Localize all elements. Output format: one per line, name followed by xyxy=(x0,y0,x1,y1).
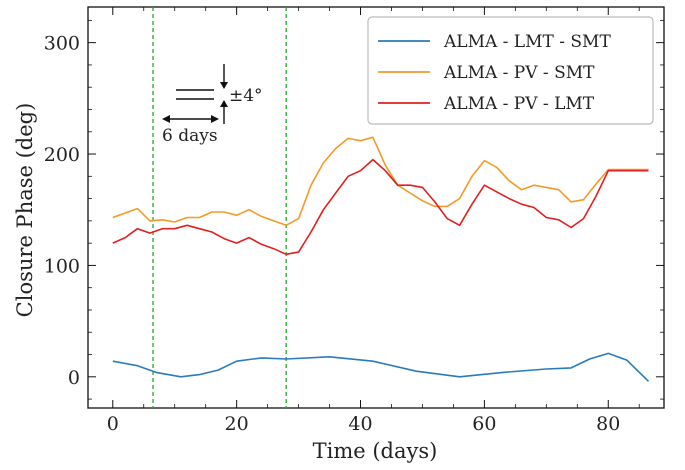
legend: ALMA - LMT - SMT ALMA - PV - SMT ALMA - … xyxy=(367,16,654,125)
scale-annotation: ±4° 6 days xyxy=(162,64,263,146)
x-tick-label-4: 80 xyxy=(596,413,620,435)
phase-scale-label: ±4° xyxy=(229,86,263,106)
series-line-0 xyxy=(112,352,650,382)
y-tick-label-3: 300 xyxy=(44,33,80,55)
series-layer xyxy=(112,136,650,382)
y-axis-label: Closure Phase (deg) xyxy=(13,103,37,318)
x-tick-label-3: 60 xyxy=(472,413,496,435)
plot-frame xyxy=(87,6,665,409)
legend-label-2: ALMA - PV - LMT xyxy=(443,94,595,114)
phase-arrowhead-down xyxy=(220,82,228,89)
x-tick-label-2: 40 xyxy=(348,413,372,435)
x-tick-label-0: 0 xyxy=(107,413,119,435)
x-axis-label: Time (days) xyxy=(313,439,438,463)
series-line-1 xyxy=(112,136,649,227)
time-arrowhead-left xyxy=(162,115,170,123)
plot-area xyxy=(87,6,665,409)
time-arrowhead-right xyxy=(211,115,219,123)
vertical-markers xyxy=(152,7,287,408)
x-tick-label-1: 20 xyxy=(225,413,249,435)
time-scale-label: 6 days xyxy=(162,126,218,146)
phase-arrowhead-up xyxy=(220,100,228,107)
series-line-2 xyxy=(112,158,649,256)
legend-label-0: ALMA - LMT - SMT xyxy=(443,32,611,52)
y-tick-label-1: 100 xyxy=(44,255,80,277)
legend-box xyxy=(367,16,654,125)
legend-label-1: ALMA - PV - SMT xyxy=(443,63,595,83)
y-tick-label-0: 0 xyxy=(68,367,80,389)
ticks-layer: 0 20 40 60 80 0 100 200 300 xyxy=(44,7,664,435)
y-tick-label-2: 200 xyxy=(44,144,80,166)
